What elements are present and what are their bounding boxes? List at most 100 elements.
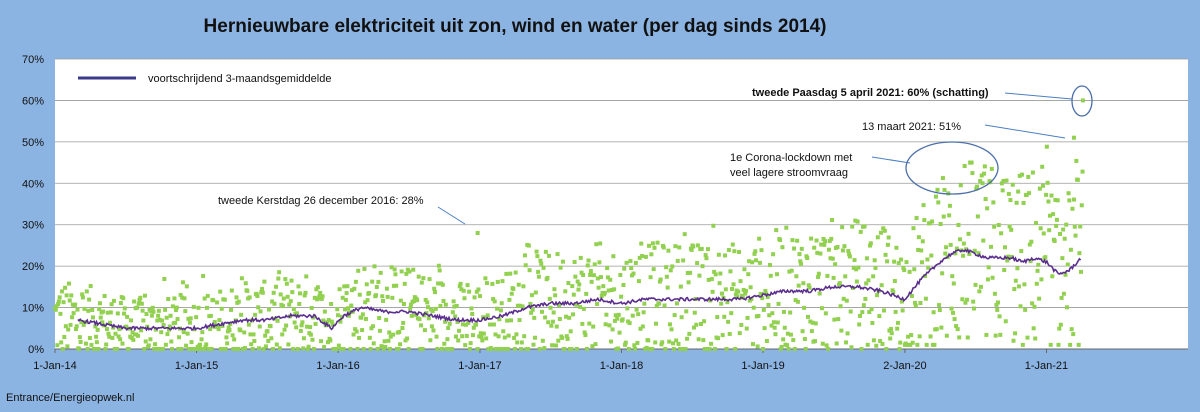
data-point xyxy=(1068,247,1073,252)
data-point xyxy=(199,337,204,342)
data-point xyxy=(998,332,1003,337)
data-point xyxy=(294,325,299,330)
data-point xyxy=(115,311,120,316)
data-point xyxy=(59,340,64,345)
data-point xyxy=(665,285,670,290)
data-point xyxy=(996,223,1001,228)
data-point xyxy=(335,307,340,312)
data-point xyxy=(803,347,808,351)
data-point xyxy=(830,256,835,261)
data-point xyxy=(1003,319,1008,324)
data-point xyxy=(949,306,954,311)
data-point xyxy=(982,164,987,169)
data-point xyxy=(484,336,489,341)
data-point xyxy=(64,293,69,298)
data-point xyxy=(1002,245,1007,250)
data-point xyxy=(80,292,85,297)
data-point xyxy=(589,279,594,284)
data-point xyxy=(638,326,643,331)
y-tick-label: 50% xyxy=(22,137,44,149)
data-point xyxy=(270,347,275,351)
data-point xyxy=(822,242,827,247)
data-point xyxy=(627,321,632,326)
data-point xyxy=(948,242,953,247)
data-point xyxy=(1021,200,1026,205)
data-point xyxy=(274,284,279,289)
data-point xyxy=(257,324,262,329)
data-point xyxy=(154,347,159,351)
data-point xyxy=(470,311,475,316)
data-point xyxy=(344,291,349,296)
data-point xyxy=(1065,262,1070,267)
data-point xyxy=(764,291,769,296)
data-point xyxy=(699,246,704,251)
data-point xyxy=(609,339,614,344)
data-point xyxy=(728,269,733,274)
data-point xyxy=(809,329,814,334)
data-point xyxy=(802,337,807,342)
data-point xyxy=(421,276,426,281)
data-point xyxy=(252,339,257,344)
data-point xyxy=(934,327,939,332)
data-point xyxy=(63,285,68,290)
data-point xyxy=(716,252,721,257)
data-point xyxy=(969,160,974,165)
data-point xyxy=(101,309,106,314)
data-point xyxy=(920,260,925,265)
data-point xyxy=(633,347,638,351)
data-point xyxy=(725,300,730,305)
data-point xyxy=(338,319,343,324)
data-point xyxy=(283,277,288,282)
data-point xyxy=(341,347,346,351)
data-point xyxy=(372,264,377,269)
data-point xyxy=(251,332,256,337)
data-point xyxy=(678,347,683,351)
data-point xyxy=(911,226,916,231)
data-point xyxy=(611,254,616,259)
data-point xyxy=(726,319,731,324)
data-point xyxy=(977,289,982,294)
arrow-corona xyxy=(871,156,911,164)
data-point xyxy=(851,265,856,270)
data-point xyxy=(121,296,126,301)
data-point xyxy=(764,339,769,344)
data-point xyxy=(450,347,455,351)
data-point xyxy=(280,332,285,337)
data-point xyxy=(1045,180,1050,185)
data-point xyxy=(1030,170,1035,175)
data-point xyxy=(709,277,714,282)
data-point xyxy=(204,305,209,310)
data-point xyxy=(907,269,912,274)
data-point xyxy=(391,332,396,337)
data-point xyxy=(712,269,717,274)
data-point xyxy=(675,258,680,263)
data-point xyxy=(177,335,182,340)
data-point xyxy=(823,311,828,316)
data-point xyxy=(979,173,984,178)
data-point xyxy=(142,347,147,351)
data-point xyxy=(502,335,507,340)
data-point xyxy=(691,244,696,249)
data-point xyxy=(854,279,859,284)
data-point xyxy=(995,307,1000,312)
data-point xyxy=(940,271,945,276)
data-point xyxy=(79,320,84,325)
data-point xyxy=(299,323,304,328)
data-point xyxy=(628,259,633,264)
data-point xyxy=(588,272,593,277)
data-point xyxy=(429,324,434,329)
data-point xyxy=(808,319,813,324)
data-point xyxy=(951,310,956,315)
data-point xyxy=(166,327,171,332)
data-point xyxy=(625,306,630,311)
data-point xyxy=(286,342,291,347)
data-point xyxy=(163,307,168,312)
data-point xyxy=(318,290,323,295)
data-point xyxy=(875,235,880,240)
data-point xyxy=(619,294,624,299)
data-point xyxy=(629,266,634,271)
data-point xyxy=(61,300,66,305)
data-point xyxy=(655,240,660,245)
data-point xyxy=(746,272,751,277)
data-point xyxy=(305,347,310,351)
